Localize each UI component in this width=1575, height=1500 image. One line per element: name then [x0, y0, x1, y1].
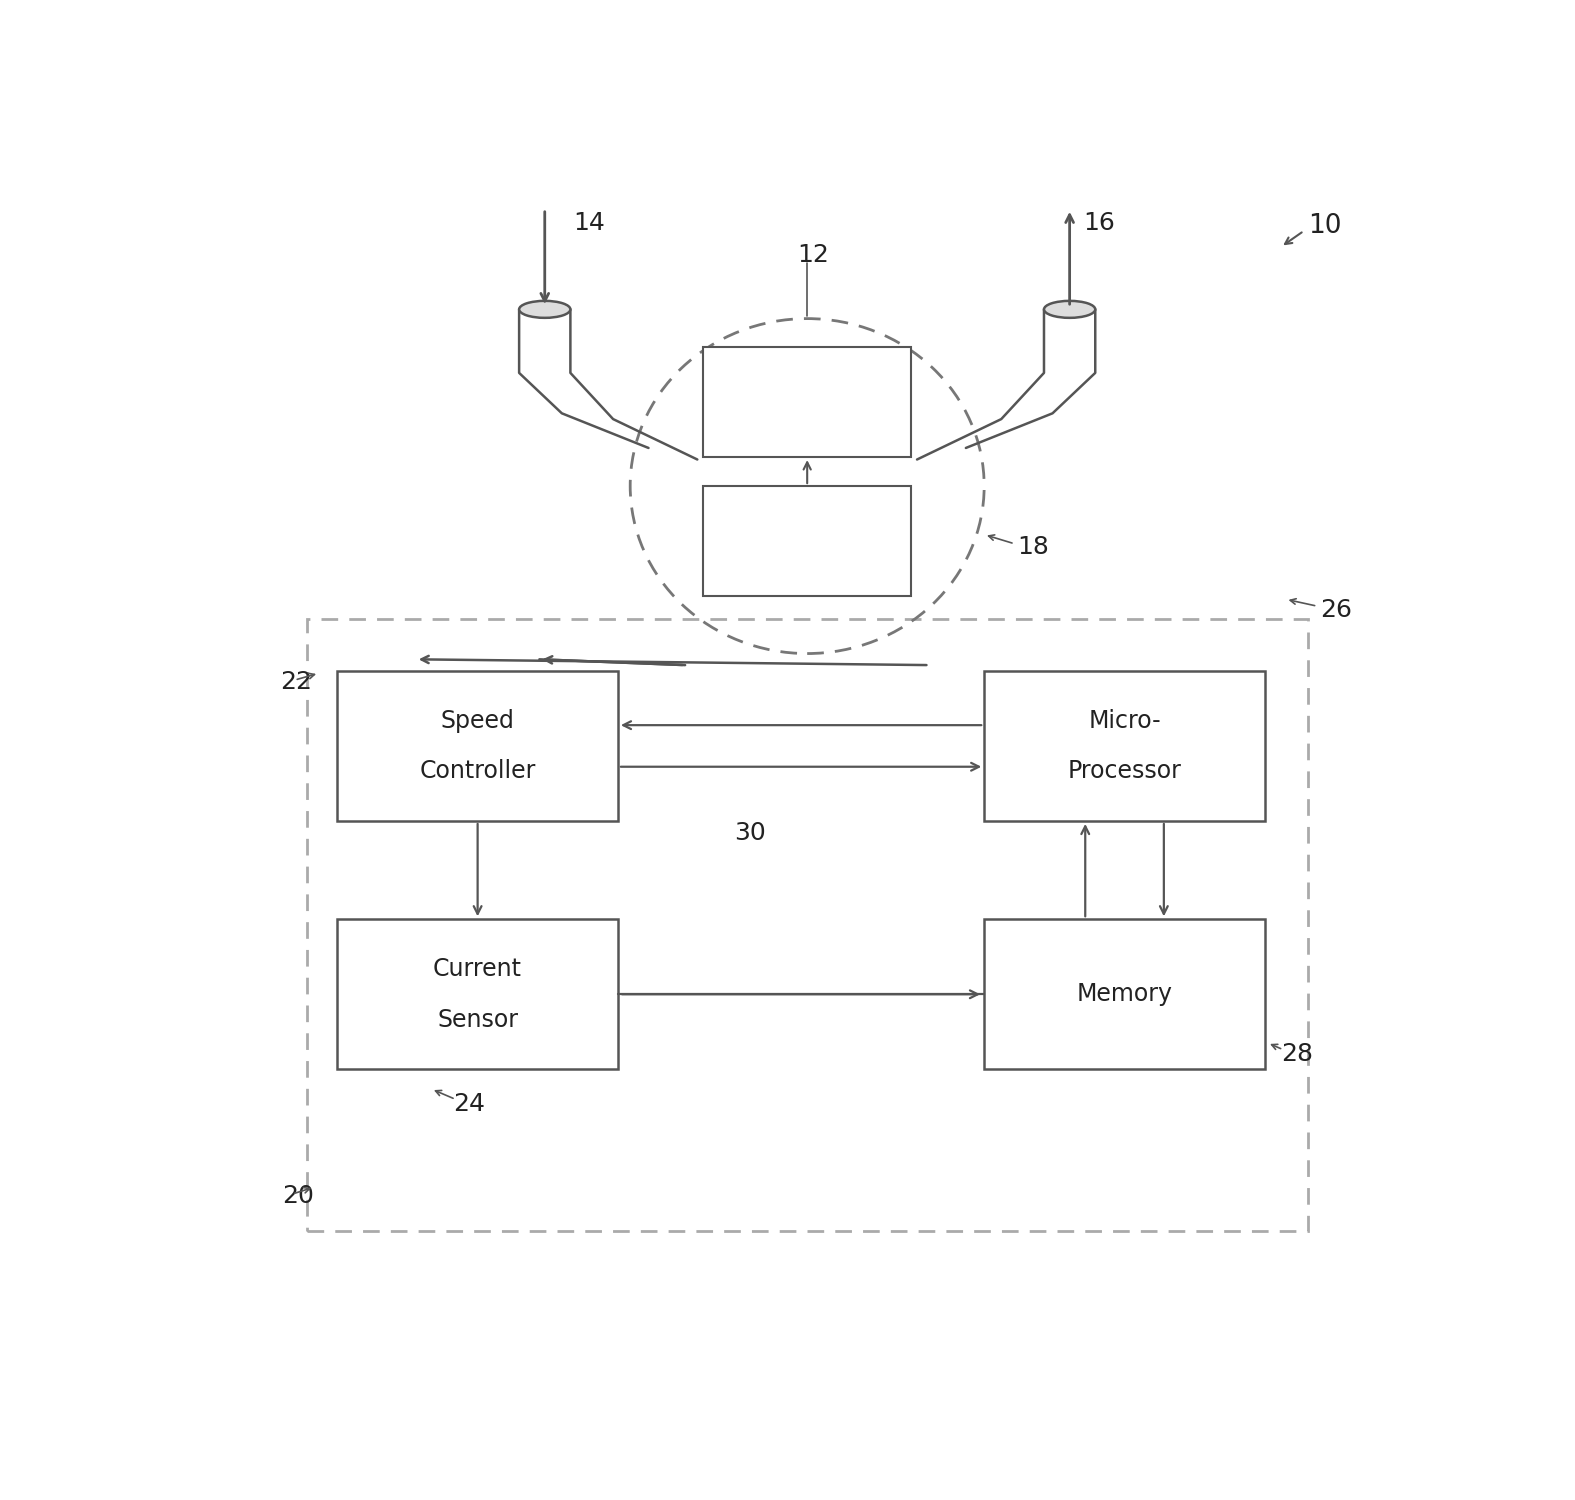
Bar	[337, 670, 617, 820]
Bar	[704, 348, 910, 458]
Ellipse shape	[520, 302, 570, 318]
Bar	[984, 920, 1265, 1070]
Text: Micro-: Micro-	[1088, 708, 1161, 732]
Text: Sensor: Sensor	[438, 1008, 518, 1032]
Text: 14: 14	[573, 210, 605, 234]
Text: 22: 22	[280, 670, 312, 694]
Text: Memory: Memory	[1077, 982, 1172, 1006]
Text: 30: 30	[734, 821, 765, 844]
Text: 10: 10	[1307, 213, 1342, 238]
Bar	[704, 486, 910, 596]
Text: 16: 16	[1084, 210, 1115, 234]
Bar	[984, 670, 1265, 820]
Text: Current: Current	[433, 957, 523, 981]
Text: 12: 12	[797, 243, 830, 267]
Text: 20: 20	[282, 1185, 313, 1209]
Ellipse shape	[1044, 302, 1095, 318]
Text: 28: 28	[1280, 1042, 1314, 1066]
Text: Controller: Controller	[419, 759, 536, 783]
Bar	[337, 920, 617, 1070]
Text: Processor: Processor	[1068, 759, 1181, 783]
Text: 26: 26	[1320, 597, 1351, 621]
Text: 24: 24	[454, 1092, 485, 1116]
Bar	[307, 620, 1307, 1232]
Text: Speed: Speed	[441, 708, 515, 732]
Text: 18: 18	[1017, 536, 1049, 560]
